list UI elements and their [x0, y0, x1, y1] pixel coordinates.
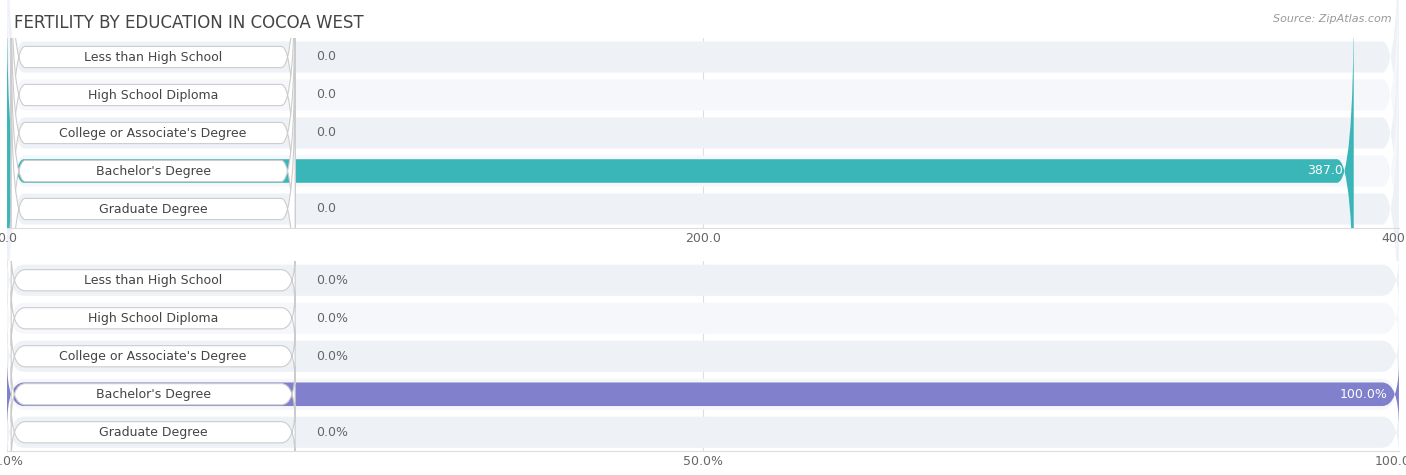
FancyBboxPatch shape [7, 42, 1399, 376]
Text: High School Diploma: High School Diploma [89, 312, 218, 325]
Text: Source: ZipAtlas.com: Source: ZipAtlas.com [1274, 14, 1392, 24]
Text: Bachelor's Degree: Bachelor's Degree [96, 164, 211, 178]
Text: 0.0%: 0.0% [316, 426, 349, 439]
FancyBboxPatch shape [7, 0, 1399, 262]
FancyBboxPatch shape [7, 326, 1399, 386]
Text: Bachelor's Degree: Bachelor's Degree [96, 388, 211, 401]
Text: 0.0%: 0.0% [316, 312, 349, 325]
FancyBboxPatch shape [11, 329, 295, 384]
FancyBboxPatch shape [11, 291, 295, 346]
Text: 0.0%: 0.0% [316, 350, 349, 363]
FancyBboxPatch shape [11, 405, 295, 460]
FancyBboxPatch shape [11, 367, 295, 422]
FancyBboxPatch shape [7, 402, 1399, 462]
FancyBboxPatch shape [7, 0, 1399, 300]
Text: Less than High School: Less than High School [84, 50, 222, 64]
Text: 0.0: 0.0 [316, 126, 336, 140]
Text: Graduate Degree: Graduate Degree [98, 202, 208, 216]
FancyBboxPatch shape [7, 250, 1399, 310]
Text: College or Associate's Degree: College or Associate's Degree [59, 350, 247, 363]
FancyBboxPatch shape [11, 0, 295, 199]
Text: 387.0: 387.0 [1306, 164, 1343, 178]
FancyBboxPatch shape [7, 0, 1354, 342]
Text: Less than High School: Less than High School [84, 274, 222, 287]
Text: High School Diploma: High School Diploma [89, 88, 218, 102]
Text: College or Associate's Degree: College or Associate's Degree [59, 126, 247, 140]
FancyBboxPatch shape [11, 29, 295, 313]
Text: 0.0: 0.0 [316, 202, 336, 216]
Text: 0.0%: 0.0% [316, 274, 349, 287]
Text: FERTILITY BY EDUCATION IN COCOA WEST: FERTILITY BY EDUCATION IN COCOA WEST [14, 14, 364, 32]
FancyBboxPatch shape [7, 361, 1399, 428]
FancyBboxPatch shape [11, 67, 295, 351]
FancyBboxPatch shape [7, 288, 1399, 348]
Text: 0.0: 0.0 [316, 50, 336, 64]
FancyBboxPatch shape [7, 4, 1399, 338]
Text: 100.0%: 100.0% [1340, 388, 1388, 401]
FancyBboxPatch shape [7, 0, 1399, 224]
FancyBboxPatch shape [11, 253, 295, 308]
FancyBboxPatch shape [11, 0, 295, 275]
Text: Graduate Degree: Graduate Degree [98, 426, 208, 439]
FancyBboxPatch shape [11, 0, 295, 237]
FancyBboxPatch shape [7, 364, 1399, 424]
Text: 0.0: 0.0 [316, 88, 336, 102]
